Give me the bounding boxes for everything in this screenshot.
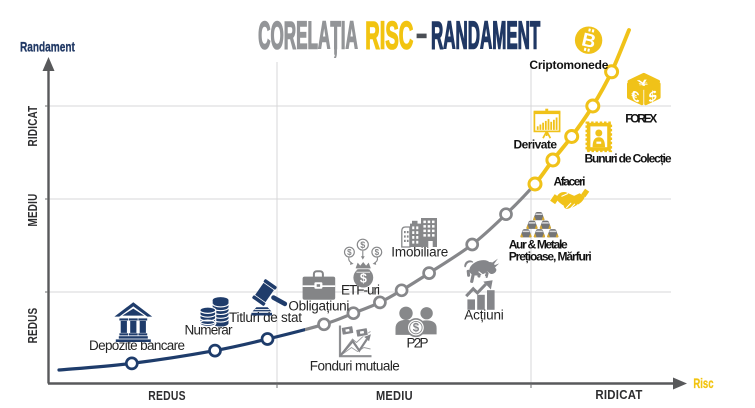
- svg-text:Randament: Randament: [20, 39, 75, 55]
- svg-text:REDUS: REDUS: [148, 389, 186, 403]
- svg-text:RISC: RISC: [365, 13, 413, 57]
- svg-text:$: $: [347, 248, 352, 257]
- svg-text:$: $: [360, 271, 367, 285]
- svg-text:Risc: Risc: [693, 375, 713, 391]
- svg-text:Derivate: Derivate: [514, 137, 558, 151]
- svg-text:Fonduri mutuale: Fonduri mutuale: [310, 359, 400, 374]
- svg-text:RIDICAT: RIDICAT: [27, 106, 41, 147]
- svg-text:Bunuri de Colecție: Bunuri de Colecție: [585, 152, 672, 166]
- svg-text:FOREX: FOREX: [625, 111, 657, 125]
- svg-text:$: $: [360, 240, 365, 250]
- svg-text:RANDAMENT: RANDAMENT: [431, 15, 540, 58]
- svg-text:¥: ¥: [636, 78, 650, 88]
- svg-text:REDUS: REDUS: [27, 308, 41, 344]
- svg-text:€: €: [631, 87, 640, 107]
- svg-text:RIDICAT: RIDICAT: [595, 387, 643, 402]
- svg-text:Obligațiuni: Obligațiuni: [288, 299, 349, 314]
- svg-text:CORELAȚIA: CORELAȚIA: [258, 15, 358, 58]
- svg-text:Afaceri: Afaceri: [554, 175, 586, 189]
- svg-text:$: $: [375, 248, 380, 257]
- svg-text:P2P: P2P: [407, 336, 429, 351]
- svg-text:Aur & Metale: Aur & Metale: [509, 237, 568, 251]
- svg-text:Acțiuni: Acțiuni: [464, 308, 504, 323]
- svg-text:MEDIU: MEDIU: [27, 194, 41, 227]
- svg-text:$: $: [649, 87, 658, 107]
- svg-text:Titluri de stat: Titluri de stat: [229, 310, 302, 325]
- svg-text:$: $: [413, 323, 420, 335]
- svg-text:ETF-uri: ETF-uri: [341, 283, 380, 298]
- svg-text:MEDIU: MEDIU: [376, 388, 413, 403]
- svg-text:Imobiliare: Imobiliare: [391, 245, 448, 260]
- svg-text:B: B: [580, 30, 598, 54]
- svg-text:Prețioase, Mărfuri: Prețioase, Mărfuri: [509, 250, 592, 264]
- svg-text:Depozite bancare: Depozite bancare: [89, 338, 185, 353]
- svg-text:Criptomonede: Criptomonede: [529, 58, 608, 72]
